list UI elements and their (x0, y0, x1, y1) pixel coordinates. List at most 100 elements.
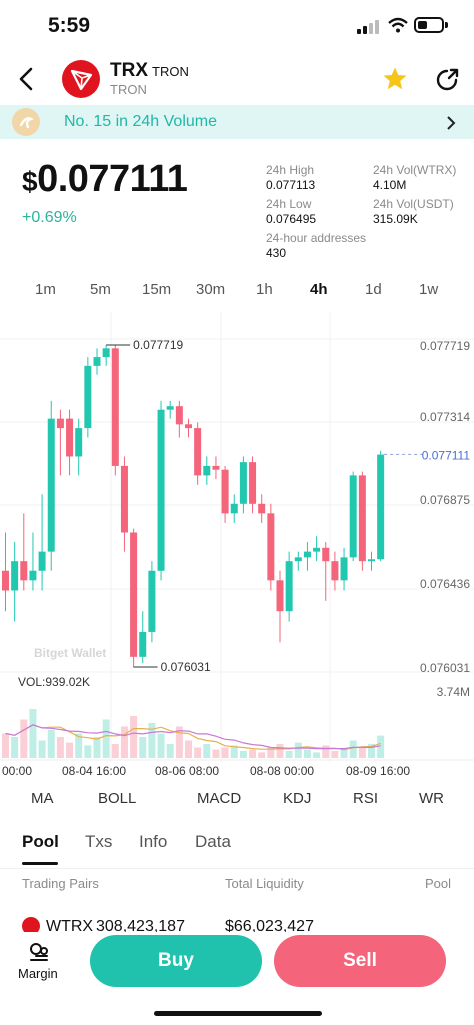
volume-bar (29, 709, 37, 758)
volume-bar (267, 747, 275, 758)
detail-tabs (0, 820, 474, 869)
candle-body (276, 580, 284, 612)
stat-value-addresses: 430 (266, 246, 287, 260)
tab-data[interactable]: Data (195, 832, 231, 851)
y-tick-label: 0.076875 (420, 493, 470, 507)
trx-small-icon (22, 917, 40, 935)
x-tick-label: 08-06 08:00 (155, 764, 219, 778)
margin-label[interactable]: Margin (18, 966, 58, 981)
indicator-ma[interactable]: MA (31, 790, 54, 807)
price-value: 0.077111 (37, 158, 188, 200)
candle-body (111, 348, 119, 466)
candle-body (157, 409, 165, 571)
candle-body (267, 513, 275, 581)
volume-bar (377, 735, 385, 758)
header-pool: Pool (425, 876, 452, 891)
volume-bar (38, 740, 46, 758)
stat-value-high: 0.077113 (266, 178, 316, 192)
tab-pool[interactable]: Pool (22, 832, 59, 851)
volume-label: VOL:939.02K (18, 675, 90, 689)
candle-body (75, 428, 83, 457)
back-arrow-icon[interactable] (16, 66, 38, 92)
trx-logo-icon (62, 60, 100, 98)
candle-body (20, 561, 28, 581)
y-tick-label: 0.076031 (420, 661, 470, 675)
tab-info[interactable]: Info (139, 832, 168, 851)
volume-bar (368, 744, 375, 758)
timeframe-1w[interactable]: 1w (419, 281, 439, 298)
candle-body (203, 465, 211, 476)
y-tick-label: 0.076436 (420, 577, 470, 591)
buy-button[interactable]: Buy (90, 935, 262, 987)
volume-max-label: 3.74M (437, 685, 470, 699)
indicator-macd[interactable]: MACD (197, 790, 242, 807)
candle-body (66, 418, 74, 457)
candle-body (230, 503, 238, 514)
price-change: +0.69% (22, 209, 77, 226)
candle-body (166, 406, 174, 410)
volume-bar (139, 737, 147, 758)
indicator-rsi[interactable]: RSI (353, 790, 379, 807)
candle-body (56, 418, 64, 429)
y-tick-label: 0.077314 (420, 410, 470, 424)
banner-text: No. 15 in 24h Volume (64, 113, 217, 130)
volume-bar (11, 737, 19, 758)
share-icon[interactable] (436, 67, 460, 91)
currency-symbol: $ (22, 166, 38, 197)
ranking-badge-icon (12, 108, 40, 136)
volume-bar (203, 744, 211, 758)
volume-bar (111, 744, 119, 758)
indicator-wr[interactable]: WR (419, 790, 444, 807)
margin-icon[interactable] (28, 942, 50, 964)
candle-body (47, 418, 55, 552)
ranking-banner[interactable] (0, 105, 474, 139)
favorite-star-icon[interactable] (382, 66, 408, 92)
volume-bar (47, 730, 55, 758)
volume-bar (331, 751, 339, 758)
timeframe-5m[interactable]: 5m (90, 281, 111, 298)
candle-body (2, 570, 9, 591)
low-marker-label: 0.076031 (161, 660, 211, 674)
sell-button[interactable]: Sell (274, 935, 446, 987)
token-chain: TRON (110, 82, 147, 97)
candle-body (93, 357, 101, 366)
volume-bar (2, 733, 9, 758)
candle-body (285, 561, 293, 612)
candle-body (194, 428, 202, 476)
timeframe-1h[interactable]: 1h (256, 281, 273, 298)
home-indicator (154, 1011, 322, 1016)
stat-value-vol-wtrx: 4.10M (373, 178, 407, 192)
timeframe-1d[interactable]: 1d (365, 281, 382, 298)
chevron-right-icon (447, 116, 456, 130)
volume-bar (66, 742, 74, 758)
active-tab-indicator (22, 862, 58, 865)
candle-body (303, 551, 311, 558)
volume-bar (148, 723, 156, 758)
timeframe-30m[interactable]: 30m (196, 281, 226, 298)
indicator-kdj[interactable]: KDJ (283, 790, 312, 807)
candle-body (148, 570, 156, 632)
tab-txs[interactable]: Txs (85, 832, 113, 851)
volume-bar (166, 744, 174, 758)
volume-bar (276, 744, 284, 758)
volume-bar (340, 749, 348, 758)
volume-bar (120, 726, 128, 758)
timeframe-15m[interactable]: 15m (142, 281, 172, 298)
battery-cap (445, 22, 448, 28)
volume-bar (56, 737, 64, 758)
stat-value-vol-usdt: 315.09K (373, 212, 418, 226)
volume-bar (313, 752, 321, 758)
battery-icon (414, 17, 444, 33)
stat-label-low: 24h Low (266, 197, 312, 211)
candle-body (331, 561, 339, 581)
header-trading-pairs: Trading Pairs (22, 876, 99, 891)
volume-bar (285, 751, 293, 758)
volume-bar (75, 733, 83, 758)
x-tick-label: 08-09 16:00 (346, 764, 410, 778)
volume-bar (175, 726, 183, 758)
high-marker-label: 0.077719 (133, 338, 183, 352)
indicator-boll[interactable]: BOLL (98, 790, 137, 807)
timeframe-4h[interactable]: 4h (310, 281, 328, 298)
timeframe-1m[interactable]: 1m (35, 281, 56, 298)
price-chart[interactable]: 0.077719 0.077314 0.076875 0.076436 0.076031… (0, 312, 474, 782)
